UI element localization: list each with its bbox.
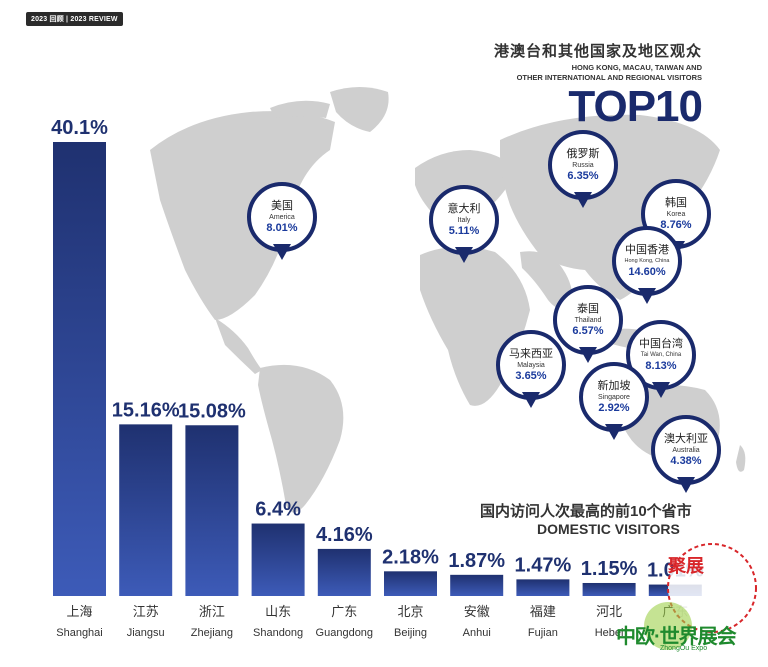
pin-name-cn: 泰国 bbox=[577, 302, 599, 315]
pin-name-en: Hong Kong, China bbox=[624, 257, 670, 264]
category-label-en: Guangdong bbox=[316, 627, 374, 639]
pin-name-en: America bbox=[269, 213, 295, 221]
bar-value-label: 40.1% bbox=[51, 117, 108, 139]
pin-name-cn: 意大利 bbox=[447, 202, 481, 215]
pin-name-en: Singapore bbox=[598, 393, 630, 401]
map-pin-america: 美国 America 8.01% bbox=[247, 182, 317, 260]
international-title-en-line1: HONG KONG, MACAU, TAIWAN AND bbox=[571, 63, 702, 72]
bar-7 bbox=[450, 574, 504, 596]
category-label-en: Shanghai bbox=[56, 627, 103, 639]
map-pin-thailand: 泰国 Thailand 6.57% bbox=[553, 285, 623, 363]
pin-percent: 5.11% bbox=[448, 224, 480, 237]
bar-value-label: 1.87% bbox=[448, 550, 505, 572]
map-pin-malaysia: 马来西亚 Malaysia 3.65% bbox=[496, 330, 566, 408]
category-label-en: Jiangsu bbox=[127, 627, 165, 639]
pin-percent: 6.35% bbox=[567, 169, 599, 182]
bar-value-label: 6.4% bbox=[255, 499, 301, 521]
category-label-cn: 江苏 bbox=[133, 604, 159, 619]
bar-value-label: 4.16% bbox=[316, 524, 373, 546]
bar-value-label: 15.08% bbox=[178, 400, 246, 422]
pin-percent: 8.76% bbox=[660, 218, 692, 231]
pin-name-en: Korea bbox=[666, 210, 686, 218]
domestic-title-en: DOMESTIC VISITORS bbox=[537, 521, 680, 537]
pin-name-cn: 新加坡 bbox=[597, 379, 631, 392]
pin-name-en: Australia bbox=[672, 446, 700, 454]
pin-name-en: Italy bbox=[457, 216, 471, 224]
category-label-en: Fujian bbox=[528, 627, 558, 639]
pin-percent: 2.92% bbox=[598, 401, 630, 414]
pin-name-cn: 马来西亚 bbox=[509, 347, 553, 360]
bar-value-label: 2.18% bbox=[382, 546, 439, 568]
bar-6 bbox=[384, 571, 437, 596]
pin-percent: 3.65% bbox=[515, 369, 547, 382]
pin-percent: 8.01% bbox=[266, 221, 298, 234]
category-label-en: Shandong bbox=[253, 627, 303, 639]
category-label-cn: 福建 bbox=[530, 604, 556, 619]
category-label-cn: 上海 bbox=[66, 604, 92, 619]
bar-8 bbox=[516, 579, 570, 596]
international-title-en: HONG KONG, MACAU, TAIWAN AND OTHER INTER… bbox=[452, 63, 702, 83]
pin-name-en: Tai Wan, China bbox=[640, 351, 682, 358]
bar-4 bbox=[251, 523, 305, 596]
map-pin-singapore: 新加坡 Singapore 2.92% bbox=[579, 362, 649, 440]
map-pin-russia: 俄罗斯 Russia 6.35% bbox=[548, 130, 618, 208]
bar-1 bbox=[53, 142, 106, 596]
pin-name-cn: 中国台湾 bbox=[639, 337, 683, 350]
map-pin-australia: 澳大利亚 Australia 4.38% bbox=[651, 415, 721, 493]
category-label-en: Hebei bbox=[595, 627, 624, 639]
bar-value-label: 15.16% bbox=[112, 399, 180, 421]
pin-name-cn: 韩国 bbox=[665, 196, 687, 209]
map-pin-korea: 韩国 Korea 8.76% bbox=[641, 179, 711, 257]
expo-logo-green-text: 中欧·世界展会 bbox=[616, 626, 737, 648]
category-label-cn: 北京 bbox=[397, 604, 423, 619]
pin-name-cn: 俄罗斯 bbox=[566, 147, 600, 160]
category-label-en: Anhui bbox=[463, 627, 491, 639]
bar-value-label: 1.47% bbox=[515, 554, 572, 576]
category-label-en: Zhejiang bbox=[191, 627, 233, 639]
international-title-cn: 港澳台和其他国家及地区观众 bbox=[493, 43, 702, 60]
category-label-cn: 广东 bbox=[331, 604, 357, 619]
expo-logo-red-text: 聚展 bbox=[668, 556, 704, 576]
pin-name-cn: 中国香港 bbox=[625, 243, 669, 256]
year-review-badge: 2023 回顾 | 2023 REVIEW bbox=[26, 12, 123, 26]
bar-5 bbox=[317, 548, 371, 596]
map-pin-hong-kong: 中国香港 Hong Kong, China 14.60% bbox=[612, 226, 682, 304]
domestic-title-cn: 国内访问人次最高的前10个省市 bbox=[480, 503, 692, 520]
pin-percent: 8.13% bbox=[645, 359, 677, 372]
category-label-cn: 河北 bbox=[596, 604, 622, 619]
category-label-en: Beijing bbox=[394, 627, 427, 639]
bar-9 bbox=[582, 582, 636, 596]
pin-percent: 14.60% bbox=[628, 265, 666, 278]
pin-percent: 6.57% bbox=[572, 324, 604, 337]
pin-name-en: Thailand bbox=[574, 316, 602, 324]
pin-name-cn: 美国 bbox=[271, 199, 293, 212]
top10-label: TOP10 bbox=[568, 82, 703, 131]
bar-3 bbox=[185, 425, 239, 596]
international-title-en-line2: OTHER INTERNATIONAL AND REGIONAL VISITOR… bbox=[516, 73, 702, 82]
category-label-cn: 安徽 bbox=[464, 604, 490, 619]
category-label-cn: 山东 bbox=[265, 604, 291, 619]
map-pin-italy: 意大利 Italy 5.11% bbox=[429, 185, 499, 263]
pin-name-cn: 澳大利亚 bbox=[664, 432, 708, 445]
bar-2 bbox=[119, 424, 173, 596]
pin-percent: 4.38% bbox=[670, 454, 702, 467]
bar-value-label: 1.15% bbox=[581, 558, 638, 580]
expo-logo-watermark bbox=[644, 543, 757, 650]
expo-logo-sub-text: ZhongOu Expo bbox=[660, 645, 708, 652]
pin-name-en: Russia bbox=[572, 161, 594, 169]
pin-name-en: Malaysia bbox=[517, 361, 545, 369]
category-label-cn: 浙江 bbox=[199, 604, 225, 619]
